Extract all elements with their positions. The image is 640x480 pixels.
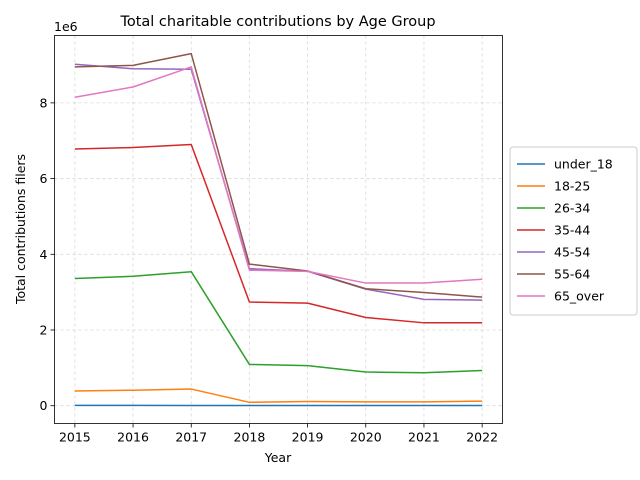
legend-label: 55-64	[554, 267, 590, 282]
legend: under_18 18-25 26-34 35-44 45-54 55-64 65_over	[509, 146, 638, 316]
legend-box	[509, 146, 638, 316]
x-tick-label: 2022	[466, 430, 498, 445]
x-tick-label: 2019	[292, 430, 324, 445]
y-axis: 0 2 4 6 8	[40, 95, 55, 413]
legend-label: 26-34	[554, 201, 590, 216]
x-tick-label: 2016	[117, 430, 149, 445]
legend-label: 18-25	[554, 179, 590, 194]
x-axis-label: Year	[264, 450, 292, 465]
y-offset-label: 1e6	[54, 19, 78, 34]
series-line-45-54	[74, 63, 483, 301]
y-tick-label: 0	[40, 398, 48, 413]
series-layer	[74, 52, 483, 407]
series-line-18-25	[74, 388, 483, 404]
legend-label: 65_over	[554, 289, 605, 304]
series-line-55-64	[74, 52, 483, 298]
y-tick-label: 2	[40, 323, 48, 338]
y-tick-label: 4	[40, 247, 48, 262]
y-axis-label: Total contributions filers	[13, 154, 28, 305]
x-tick-label: 2020	[350, 430, 382, 445]
chart-title: Total charitable contributions by Age Gr…	[119, 14, 435, 30]
x-tick-label: 2017	[175, 430, 207, 445]
legend-label: 45-54	[554, 245, 590, 260]
legend-label: under_18	[554, 157, 613, 172]
x-tick-label: 2018	[234, 430, 266, 445]
x-axis: 2015 2016 2017 2018 2019 2020 2021 2022	[59, 423, 498, 445]
grid-layer	[54, 35, 503, 424]
series-line-35-44	[74, 143, 483, 324]
y-tick-label: 8	[40, 95, 48, 110]
series-line-26-34	[74, 270, 483, 374]
legend-label: 35-44	[554, 223, 590, 238]
plot-area-frame	[54, 35, 503, 424]
x-tick-label: 2015	[59, 430, 91, 445]
series-line-65_over	[74, 66, 483, 284]
x-tick-label: 2021	[408, 430, 440, 445]
y-tick-label: 6	[40, 171, 48, 186]
